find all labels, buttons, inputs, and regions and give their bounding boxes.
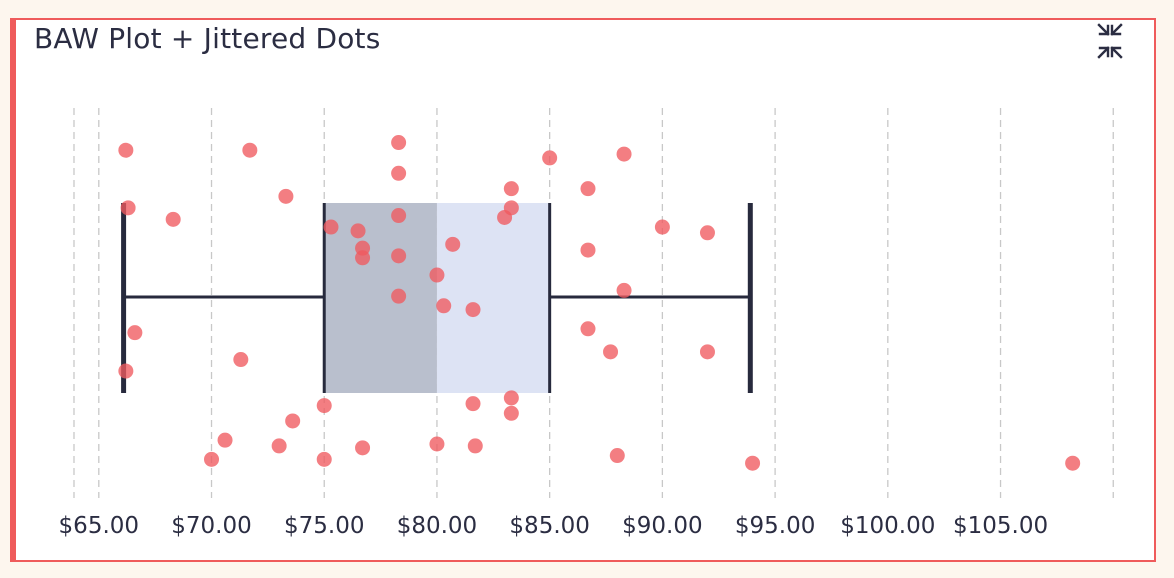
data-point <box>616 146 632 162</box>
data-point <box>616 282 632 298</box>
data-point <box>355 250 371 266</box>
data-point <box>278 188 294 204</box>
data-point <box>465 302 481 318</box>
tick-label: $70.00 <box>171 513 251 539</box>
data-point <box>355 440 371 456</box>
data-point <box>503 405 519 421</box>
data-point <box>391 208 407 224</box>
data-point <box>699 225 715 241</box>
data-point <box>271 438 287 454</box>
data-point <box>127 325 143 341</box>
collapse-button[interactable] <box>1089 20 1131 62</box>
jitter-dots <box>118 135 1081 471</box>
data-point <box>316 451 332 467</box>
data-point <box>323 219 339 235</box>
tick-label: $85.00 <box>509 513 589 539</box>
tick-label: $80.00 <box>397 513 477 539</box>
data-point <box>467 438 483 454</box>
data-point <box>391 288 407 304</box>
data-point <box>497 209 513 225</box>
chart-title: BAW Plot + Jittered Dots <box>34 22 381 55</box>
box-upper-half <box>436 203 550 393</box>
data-point <box>503 181 519 197</box>
data-point <box>316 398 332 414</box>
data-point <box>654 219 670 235</box>
data-point <box>350 223 366 239</box>
data-point <box>242 142 258 158</box>
data-point <box>120 200 136 216</box>
data-point <box>503 390 519 406</box>
data-point <box>391 248 407 264</box>
tick-label: $100.00 <box>840 513 935 539</box>
data-point <box>542 150 558 166</box>
collapse-arrows-icon <box>1097 23 1123 59</box>
data-point <box>391 165 407 181</box>
data-point <box>118 142 134 158</box>
data-point <box>436 298 452 314</box>
tick-label: $75.00 <box>284 513 364 539</box>
data-point <box>580 181 596 197</box>
data-point <box>580 242 596 258</box>
tick-label: $90.00 <box>622 513 702 539</box>
data-point <box>285 413 301 429</box>
data-point <box>699 344 715 360</box>
data-point <box>391 135 407 151</box>
tick-label: $65.00 <box>59 513 139 539</box>
grid-lines <box>73 108 1114 498</box>
data-point <box>445 236 461 252</box>
data-point <box>118 363 134 379</box>
data-point <box>465 396 481 412</box>
x-axis: $65.00 $70.00 $75.00 $80.00 $85.00 $90.00 $95.… <box>59 513 1049 539</box>
box-lower-half <box>324 203 437 393</box>
data-point <box>217 432 233 448</box>
data-point <box>165 211 181 227</box>
data-point <box>603 344 619 360</box>
chart-card <box>10 18 1156 562</box>
tick-label: $105.00 <box>953 513 1048 539</box>
data-point <box>233 352 249 368</box>
data-point <box>609 448 625 464</box>
box-plot <box>121 203 753 393</box>
data-point <box>204 451 220 467</box>
tick-label: $95.00 <box>735 513 815 539</box>
data-point <box>745 455 761 471</box>
data-point <box>429 436 445 452</box>
data-point <box>429 267 445 283</box>
data-point <box>580 321 596 337</box>
data-point <box>1065 455 1081 471</box>
